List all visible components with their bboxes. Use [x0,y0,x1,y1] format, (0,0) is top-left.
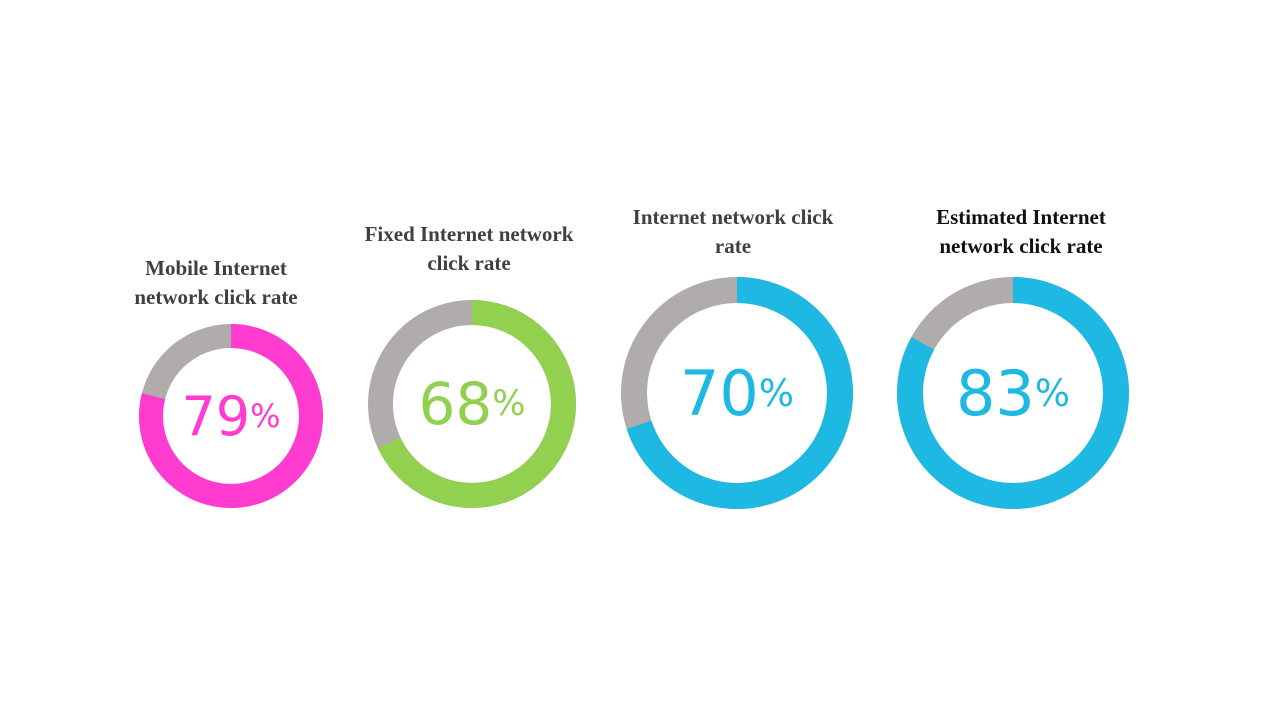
donut-arc [377,300,576,508]
value-label: 79% [181,385,280,448]
chart-title: Internet network click rate [632,205,834,258]
donut-arc [626,277,853,509]
value-label: 70% [680,357,794,430]
donut-arc [897,277,1129,509]
donut-arc [139,324,323,508]
chart-title: Fixed Internet network click rate [364,222,574,275]
value-label: 83% [956,357,1070,430]
chart-title: Estimated Internet network click rate [936,205,1106,258]
value-label: 68% [418,370,525,438]
chart-title: Mobile Internet network click rate [134,256,298,309]
